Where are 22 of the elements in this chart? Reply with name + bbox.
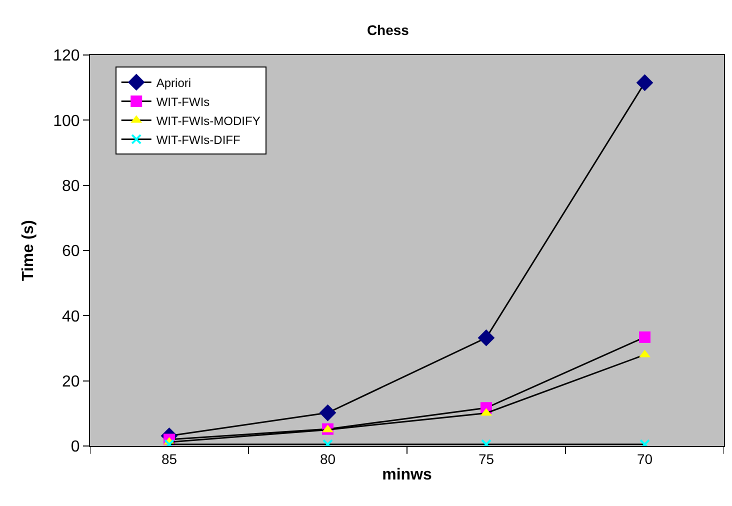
y-tick-label: 80 — [62, 178, 80, 195]
y-tick-label: 20 — [62, 373, 80, 390]
legend-label: WIT-FWIs-DIFF — [156, 132, 240, 147]
legend-label: WIT-FWIs — [156, 94, 210, 109]
x-tick-label: 80 — [320, 450, 336, 467]
x-tick-label: 85 — [161, 450, 178, 467]
x-tick-label: 75 — [478, 450, 494, 467]
y-tick-label: 120 — [53, 48, 80, 65]
legend-label: Apriori — [156, 76, 192, 90]
y-tick-label: 60 — [62, 243, 80, 260]
y-axis-title: Time (s) — [20, 220, 37, 282]
point — [636, 74, 654, 92]
point — [478, 329, 495, 346]
y-tick-label: 40 — [62, 308, 80, 326]
y-tick-label: 0 — [70, 438, 80, 456]
y-tick-label: 100 — [53, 112, 80, 130]
point — [639, 331, 650, 343]
legend-label: WIT-FWIs-MODIFY — [156, 114, 260, 128]
x-tick-label: 70 — [636, 450, 653, 467]
x-axis-title: minws — [382, 466, 432, 484]
chart-title: Chess — [366, 22, 410, 38]
point — [319, 404, 336, 422]
